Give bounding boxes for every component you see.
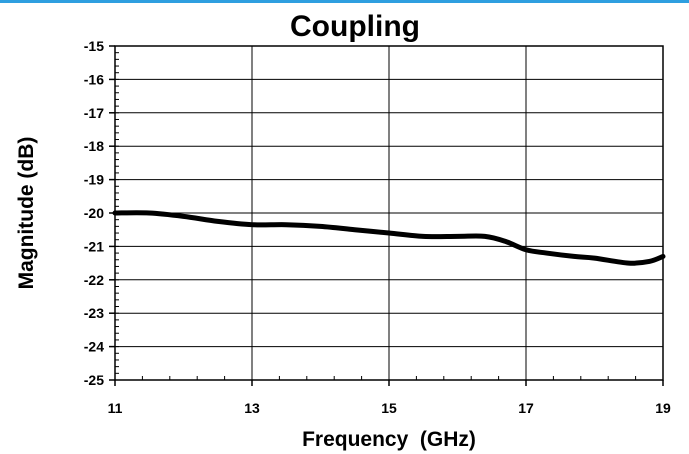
y-tick-label-7: -22 — [84, 272, 104, 288]
grid-lines — [115, 46, 663, 380]
x-tick-label-2: 15 — [381, 400, 397, 416]
y-tick-label-6: -21 — [84, 238, 104, 254]
x-axis-label: Frequency (GHz) — [302, 428, 476, 451]
x-tick-label-3: 17 — [518, 400, 534, 416]
y-axis-label: Magnitude (dB) — [15, 137, 38, 290]
y-tick-label-2: -17 — [84, 105, 104, 121]
y-tick-label-9: -24 — [84, 339, 104, 355]
y-tick-label-4: -19 — [84, 172, 104, 188]
top-accent-rule — [0, 0, 689, 3]
chart-title: Coupling — [290, 10, 420, 43]
coupling-series-line — [112, 210, 666, 266]
x-tick-label-1: 13 — [244, 400, 260, 416]
y-tick-labels: -15 -16 -17 -18 -19 -20 -21 -22 -23 -24 -25 — [84, 38, 104, 388]
y-tick-label-1: -16 — [84, 71, 104, 87]
y-tick-label-10: -25 — [84, 372, 104, 388]
x-tick-label-0: 11 — [108, 400, 123, 416]
y-tick-label-8: -23 — [84, 305, 104, 321]
x-tick-labels: 11 13 15 17 19 — [108, 400, 671, 416]
y-tick-label-5: -20 — [84, 205, 104, 221]
y-tick-label-3: -18 — [84, 138, 104, 154]
y-tick-label-0: -15 — [84, 38, 104, 54]
x-tick-label-4: 19 — [655, 400, 671, 416]
axis-ticks — [109, 45, 664, 386]
